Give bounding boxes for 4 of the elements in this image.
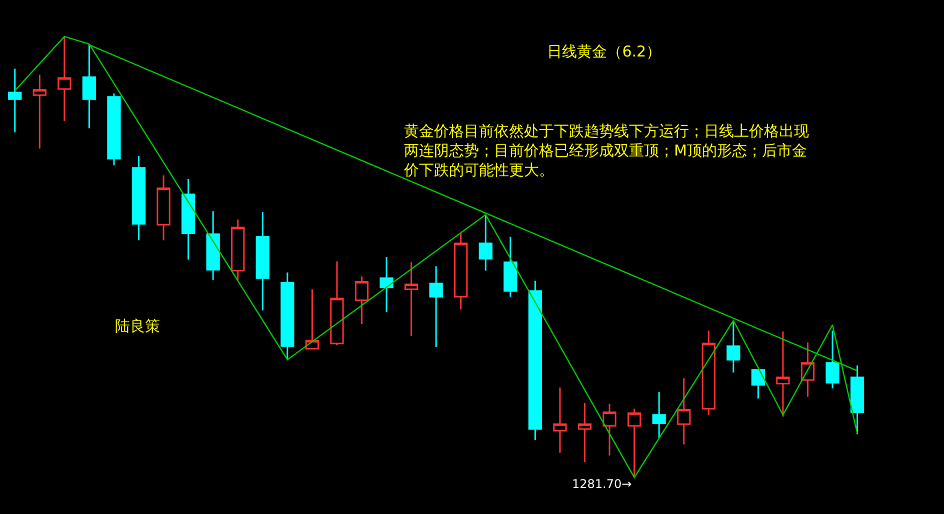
annotation: 陆良策 xyxy=(115,317,160,335)
annotation: 黄金价格目前依然处于下跌趋势线下方运行；日线上价格出现两连阴态势；目前价格已经形成双重顶；M顶的形态；后市金价下跌的可能性更大。 xyxy=(403,122,809,179)
text: 日线黄金（6.2） xyxy=(547,42,662,61)
annotation: 1281.70→ xyxy=(572,477,632,491)
